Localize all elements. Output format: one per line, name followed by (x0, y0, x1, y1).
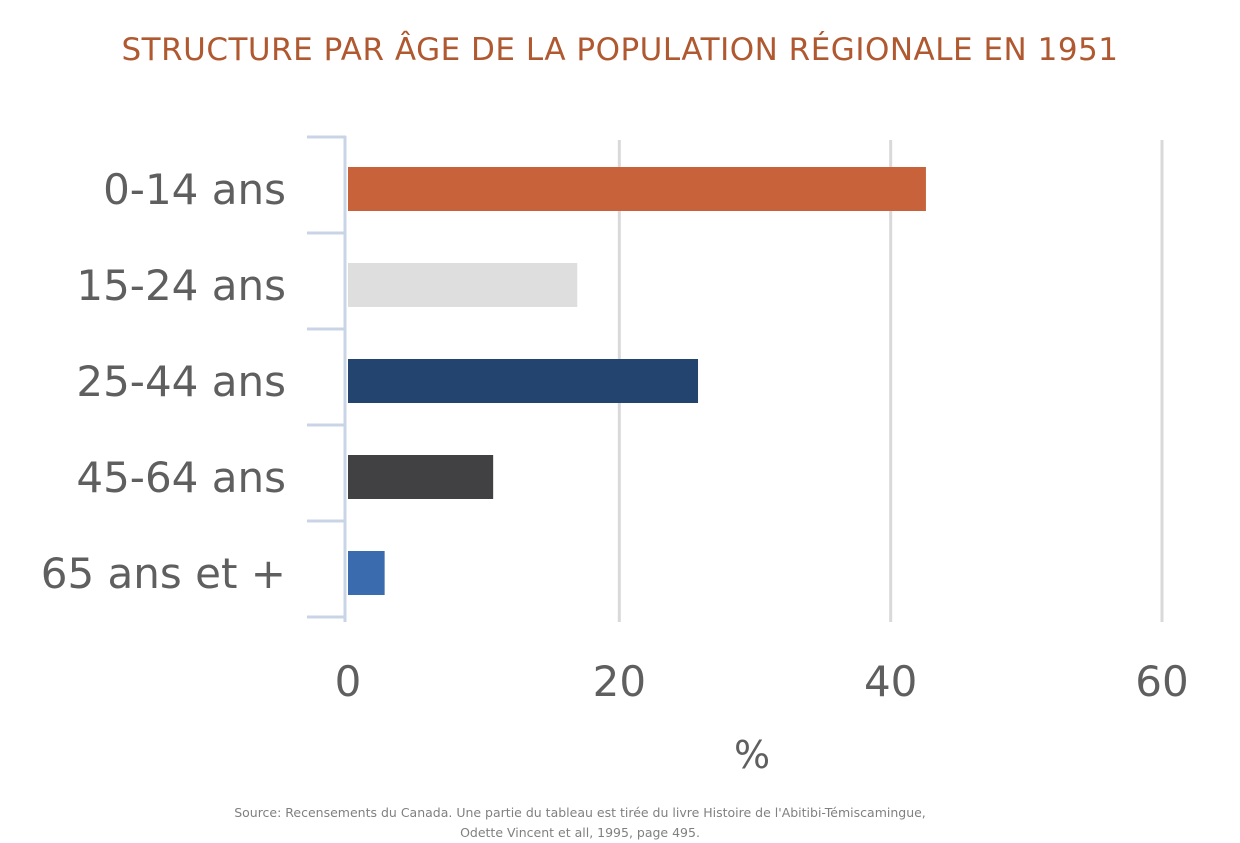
category-label: 45-64 ans (76, 453, 286, 502)
source-line-1: Source: Recensements du Canada. Une part… (234, 805, 926, 820)
x-axis-label: % (734, 733, 770, 777)
x-tick-label: 20 (593, 657, 646, 706)
bar (348, 167, 926, 211)
x-tick-label: 60 (1135, 657, 1188, 706)
category-label: 65 ans et + (41, 549, 286, 598)
bars (348, 167, 926, 595)
source-line-2: Odette Vincent et all, 1995, page 495. (460, 825, 700, 840)
category-label: 15-24 ans (76, 261, 286, 310)
x-tick-labels: 0 20 40 60 (335, 657, 1189, 706)
gridlines (617, 140, 1164, 622)
bar (348, 455, 494, 499)
x-tick-label: 40 (864, 657, 917, 706)
chart-title: STRUCTURE PAR ÂGE DE LA POPULATION RÉGIO… (121, 32, 1119, 68)
bar (348, 551, 385, 595)
bar-chart: 0-14 ans 15-24 ans 25-44 ans 45-64 ans 65 an… (41, 135, 1189, 777)
x-tick-label: 0 (335, 657, 362, 706)
category-label: 25-44 ans (76, 357, 286, 406)
category-label: 0-14 ans (103, 165, 286, 214)
source-note: Source: Recensements du Canada. Une part… (0, 803, 1160, 843)
category-axis (307, 135, 347, 622)
category-labels: 0-14 ans 15-24 ans 25-44 ans 45-64 ans 65 an… (41, 165, 286, 598)
bar (348, 263, 578, 307)
bar (348, 359, 699, 403)
